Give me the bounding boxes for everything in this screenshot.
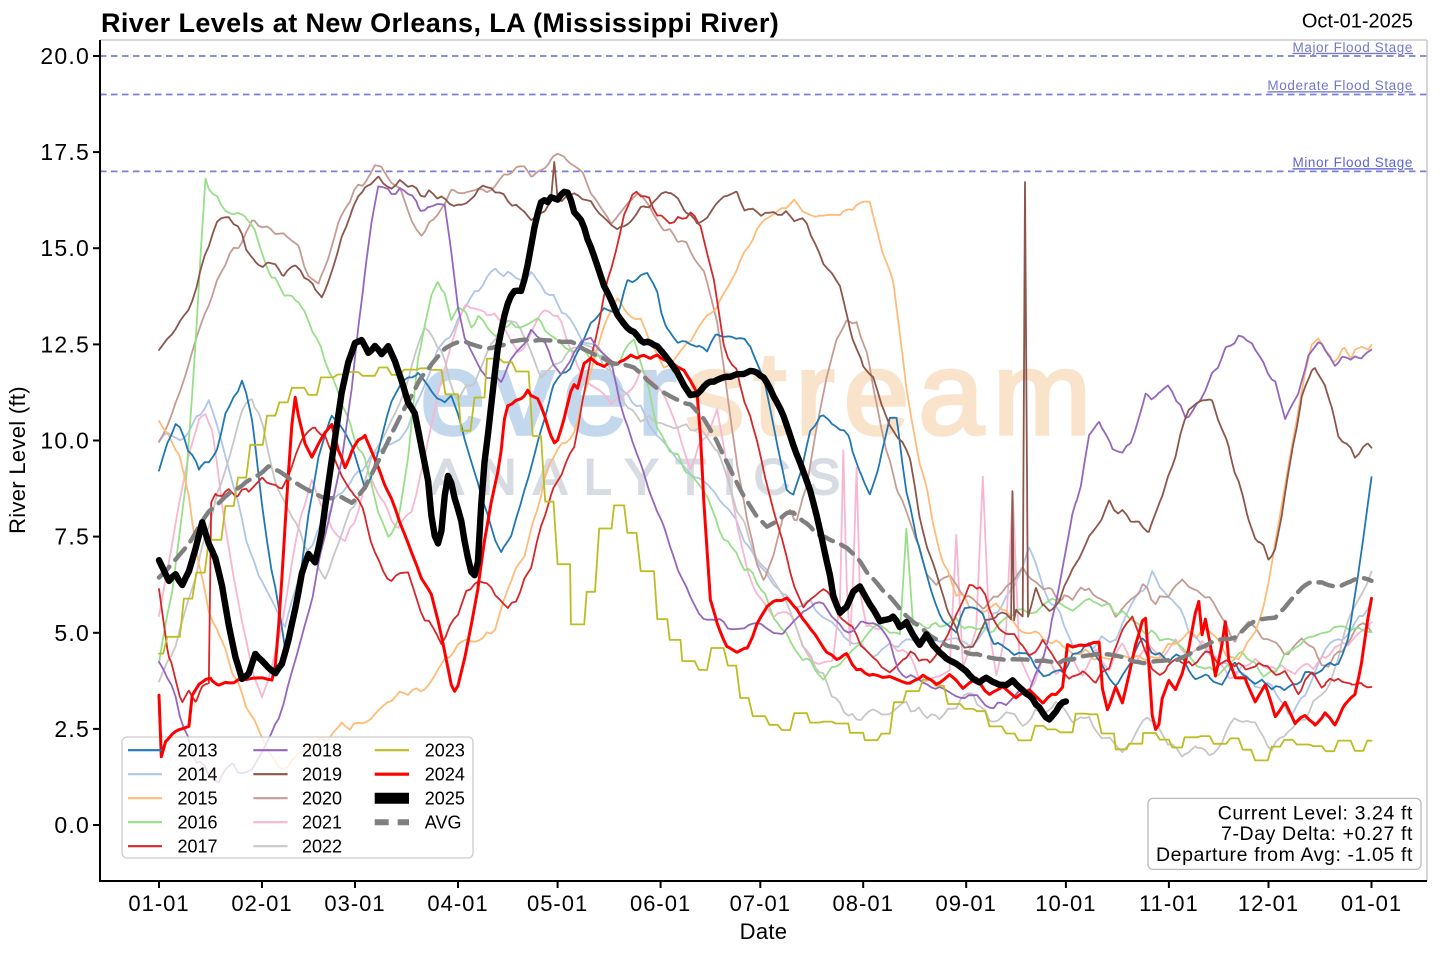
svg-text:2.5: 2.5 <box>54 716 90 742</box>
svg-text:15.0: 15.0 <box>40 235 90 261</box>
svg-text:08-01: 08-01 <box>833 891 894 916</box>
svg-text:2022: 2022 <box>302 837 342 857</box>
svg-text:05-01: 05-01 <box>527 891 588 916</box>
svg-text:Departure from Avg: -1.05 ft: Departure from Avg: -1.05 ft <box>1156 844 1413 866</box>
svg-text:AVG: AVG <box>425 813 462 833</box>
svg-text:09-01: 09-01 <box>936 891 997 916</box>
svg-text:2024: 2024 <box>425 765 465 785</box>
svg-text:Major Flood Stage: Major Flood Stage <box>1292 40 1413 55</box>
svg-text:2013: 2013 <box>178 741 218 761</box>
svg-text:17.5: 17.5 <box>40 139 90 165</box>
svg-text:10-01: 10-01 <box>1035 891 1096 916</box>
svg-text:5.0: 5.0 <box>54 620 90 646</box>
svg-text:2016: 2016 <box>178 813 218 833</box>
svg-text:everstream: everstream <box>420 328 1100 460</box>
svg-text:2014: 2014 <box>178 765 218 785</box>
svg-text:Moderate Flood Stage: Moderate Flood Stage <box>1267 78 1413 93</box>
svg-text:2023: 2023 <box>425 741 465 761</box>
svg-text:2021: 2021 <box>302 813 342 833</box>
svg-text:12-01: 12-01 <box>1238 891 1299 916</box>
svg-text:River Level (ft): River Level (ft) <box>5 386 30 534</box>
svg-text:2020: 2020 <box>302 789 342 809</box>
svg-text:River Levels at New Orleans, L: River Levels at New Orleans, LA (Mississ… <box>101 8 779 38</box>
svg-text:20.0: 20.0 <box>40 43 90 69</box>
svg-text:7-Day Delta: +0.27 ft: 7-Day Delta: +0.27 ft <box>1221 823 1413 845</box>
svg-text:11-01: 11-01 <box>1139 891 1199 916</box>
svg-text:2015: 2015 <box>178 789 218 809</box>
svg-text:10.0: 10.0 <box>40 428 90 454</box>
svg-text:2018: 2018 <box>302 741 342 761</box>
svg-text:06-01: 06-01 <box>630 891 691 916</box>
svg-text:02-01: 02-01 <box>231 891 292 916</box>
svg-text:01-01: 01-01 <box>128 891 189 916</box>
svg-text:2017: 2017 <box>178 837 218 857</box>
svg-text:Minor Flood Stage: Minor Flood Stage <box>1292 155 1413 170</box>
svg-text:2025: 2025 <box>425 789 465 809</box>
svg-text:12.5: 12.5 <box>40 331 90 357</box>
svg-text:2019: 2019 <box>302 765 342 785</box>
svg-text:ANALYTICS: ANALYTICS <box>430 449 857 505</box>
svg-text:01-01: 01-01 <box>1341 891 1402 916</box>
svg-text:04-01: 04-01 <box>427 891 488 916</box>
svg-text:0.0: 0.0 <box>54 812 90 838</box>
svg-text:Date: Date <box>740 919 788 944</box>
svg-text:07-01: 07-01 <box>730 891 791 916</box>
svg-text:Current Level: 3.24 ft: Current Level: 3.24 ft <box>1218 803 1413 825</box>
svg-text:03-01: 03-01 <box>324 891 385 916</box>
svg-text:7.5: 7.5 <box>54 524 90 550</box>
svg-text:Oct-01-2025: Oct-01-2025 <box>1302 11 1413 33</box>
